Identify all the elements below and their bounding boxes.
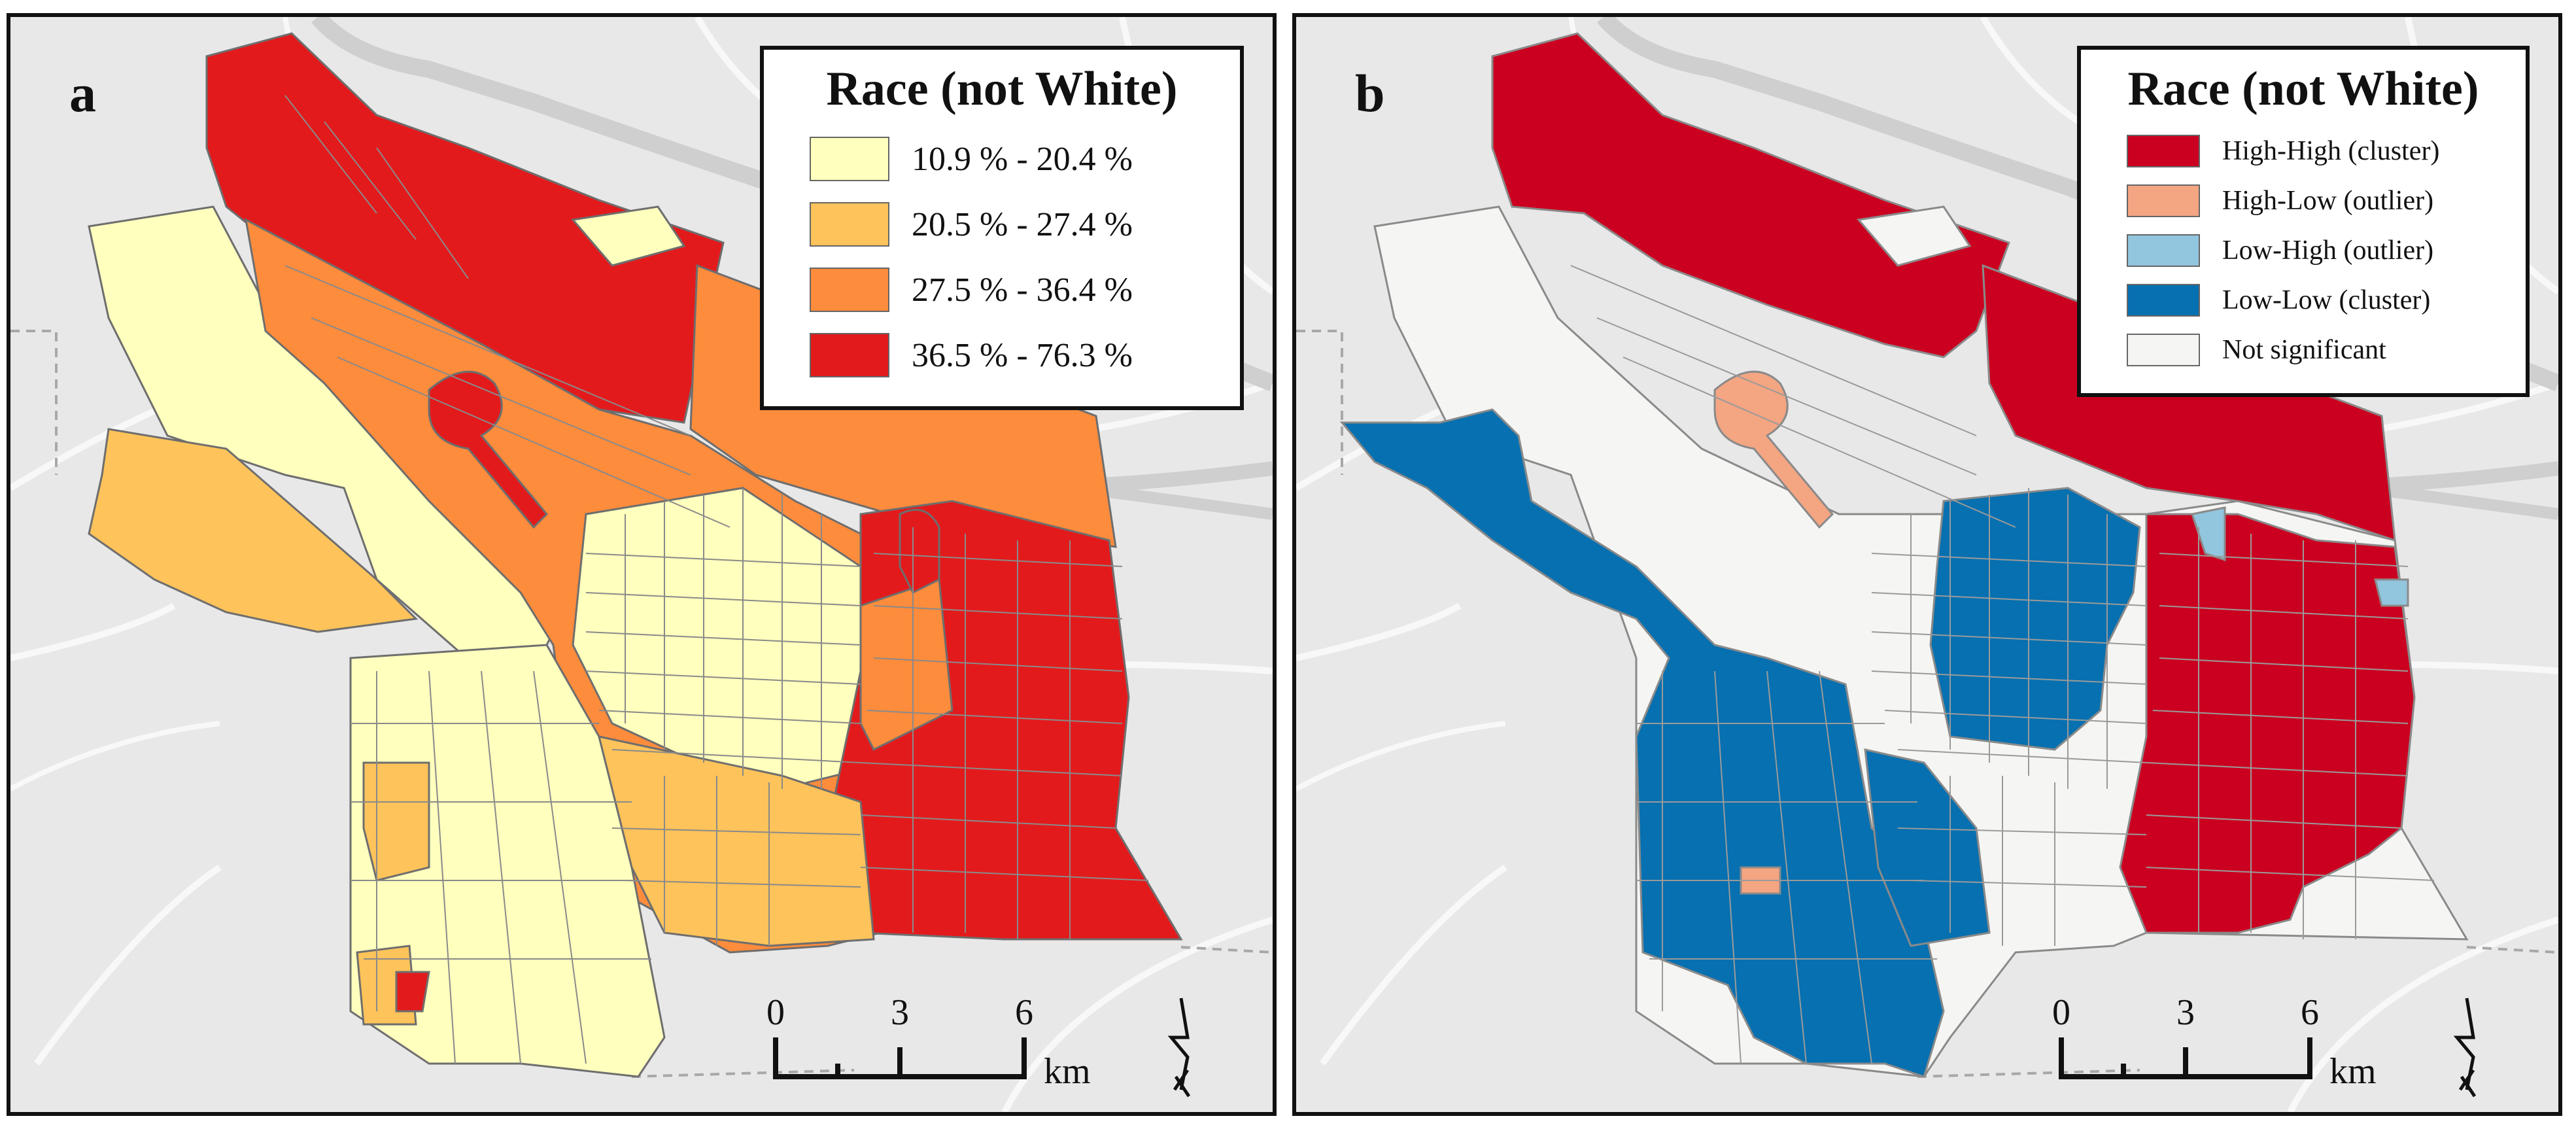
scale-tick-3: 3 — [891, 992, 909, 1033]
legend-label: Not significant — [2222, 335, 2386, 366]
scalebar: 0 3 6 km — [766, 992, 1091, 1092]
scale-unit: km — [1044, 1051, 1091, 1092]
legend-item: High-High (cluster) — [2127, 130, 2506, 172]
cluster-north-high-high — [1491, 32, 2010, 358]
legend-item: 10.9 % - 20.4 % — [810, 130, 1220, 188]
region-bridge-tract — [428, 370, 549, 529]
region-southwest — [349, 644, 666, 1078]
scale-unit: km — [2329, 1051, 2377, 1092]
legend-title: Race (not White) — [2127, 62, 2479, 116]
cluster-high-low-bridge — [1713, 370, 1834, 529]
legend-label: 10.9 % - 20.4 % — [912, 140, 1133, 178]
region-upper-tract — [571, 205, 686, 267]
map-canvas-b: 0 3 6 km — [1296, 17, 2558, 1112]
region-north-peninsula — [205, 32, 725, 424]
legend-label: 20.5 % - 27.4 % — [912, 205, 1133, 243]
scale-tick-0: 0 — [2052, 992, 2070, 1033]
region-south-central — [597, 735, 875, 947]
cluster-low-high-2 — [2374, 578, 2409, 607]
census-tracts — [88, 32, 1183, 1078]
map-canvas-a: 0 3 6 km — [10, 17, 1273, 1112]
legend-swatch — [2127, 334, 2200, 367]
scale-tick-0: 0 — [766, 992, 785, 1033]
scale-tick-6: 6 — [2301, 992, 2319, 1033]
north-arrow-icon — [2453, 998, 2477, 1098]
legend-item: 20.5 % - 27.4 % — [810, 196, 1220, 253]
legend-swatch — [2127, 234, 2200, 268]
legend-item: Low-Low (cluster) — [2127, 279, 2506, 321]
legend-a: Race (not White) 10.9 % - 20.4 % 20.5 % … — [760, 46, 1244, 411]
legend-swatch — [810, 137, 889, 182]
legend-title: Race (not White) — [826, 62, 1178, 116]
tract-grid — [284, 95, 1149, 1064]
legend-label: High-Low (outlier) — [2222, 186, 2434, 217]
map-panel-a: 0 3 6 km a Race (not White) 10.9 % - 20.… — [7, 13, 1277, 1116]
legend-item: Low-High (outlier) — [2127, 230, 2506, 271]
legend-swatch — [2127, 135, 2200, 168]
legend-label: 27.5 % - 36.4 % — [912, 271, 1133, 309]
legend-swatch — [2127, 184, 2200, 218]
legend-swatch — [810, 333, 889, 378]
scale-bar-line — [773, 1037, 1027, 1079]
panel-label-a: a — [69, 63, 96, 123]
cluster-east-high-high — [2119, 513, 2416, 934]
legend-label: 36.5 % - 76.3 % — [912, 336, 1133, 374]
cluster-central-low-low — [1929, 487, 2141, 751]
legend-item: 36.5 % - 76.3 % — [810, 326, 1220, 384]
region-northwest — [88, 428, 419, 633]
legend-label: High-High (cluster) — [2222, 136, 2440, 167]
scale-bar-line — [2059, 1037, 2312, 1079]
scalebar: 0 3 6 km — [2052, 992, 2377, 1092]
cluster-low-high-1 — [2191, 506, 2226, 562]
scale-tick-3: 3 — [2176, 992, 2195, 1033]
north-arrow-icon — [1167, 998, 1191, 1098]
panel-label-b: b — [1355, 63, 1385, 123]
cluster-upper-not-significant — [1857, 205, 1972, 267]
legend-label: Low-High (outlier) — [2222, 235, 2434, 266]
legend-b: Race (not White) High-High (cluster) Hig… — [2077, 46, 2530, 398]
tract-grid — [1570, 265, 2435, 1064]
legend-swatch — [810, 202, 889, 247]
region-river-east — [899, 508, 940, 595]
scale-tick-6: 6 — [1015, 992, 1033, 1033]
region-sw-pocket — [362, 761, 430, 882]
legend-swatch — [810, 268, 889, 313]
cluster-west-low-low — [1339, 408, 1945, 1078]
map-panel-b: 0 3 6 km b Race (not White) High-High (c… — [1292, 13, 2562, 1116]
legend-item: 27.5 % - 36.4 % — [810, 261, 1220, 319]
legend-swatch — [2127, 284, 2200, 317]
legend-item: High-Low (outlier) — [2127, 180, 2506, 222]
cluster-south-low-low — [1864, 748, 1991, 947]
legend-label: Low-Low (cluster) — [2222, 285, 2431, 316]
legend-item: Not significant — [2127, 329, 2506, 371]
region-south-red — [395, 971, 430, 1013]
lisa-clusters — [1339, 32, 2469, 1078]
